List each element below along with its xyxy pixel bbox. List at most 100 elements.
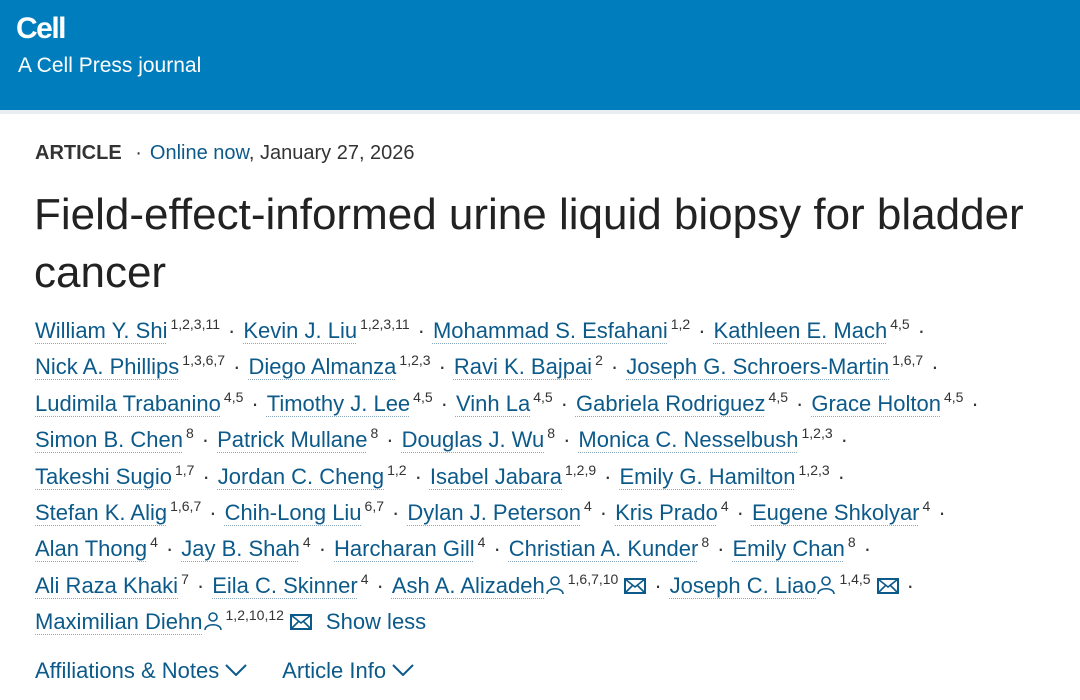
author-link[interactable]: Ravi K. Bajpai [453, 354, 593, 380]
affiliation-numbers[interactable]: 1,6,7,10 [567, 570, 619, 587]
affiliations-notes-toggle[interactable]: Affiliations & Notes [35, 658, 247, 683]
author-link[interactable]: Emily G. Hamilton [619, 463, 796, 489]
author-link[interactable]: Jordan C. Cheng [217, 463, 385, 489]
author-line: Maximilian Diehn 1,2,10,12 Show less [35, 607, 987, 643]
author-link[interactable]: Dylan J. Peterson [407, 499, 581, 525]
author-link[interactable]: Ash A. Alizadeh [391, 572, 545, 598]
online-now-link[interactable]: Online now [149, 142, 249, 164]
author-link[interactable]: William Y. Shi [35, 318, 168, 343]
affiliation-numbers[interactable]: 4 [360, 570, 369, 587]
affiliation-numbers[interactable]: 4,5 [533, 388, 553, 405]
affiliation-numbers[interactable]: 1,2,3,11 [170, 316, 221, 332]
affiliations-label: Affiliations & Notes [35, 658, 220, 683]
author-link[interactable]: Takeshi Sugio [35, 463, 172, 489]
affiliation-numbers[interactable]: 1,3,6,7 [182, 352, 226, 369]
affiliation-numbers[interactable]: 1,6,7 [892, 352, 924, 369]
author-link[interactable]: Ali Raza Khaki [35, 572, 179, 598]
author-link[interactable]: Stefan K. Alig [35, 499, 168, 525]
person-icon[interactable] [203, 611, 223, 637]
author-link[interactable]: Alan Thong [35, 536, 148, 562]
person-icon[interactable] [816, 575, 836, 601]
affiliation-numbers[interactable]: 4,5 [943, 388, 964, 405]
author-link[interactable]: Joseph C. Liao [669, 572, 817, 598]
article-info-toggle[interactable]: Article Info [282, 658, 414, 683]
affiliation-numbers[interactable]: 8 [370, 425, 379, 442]
author-link[interactable]: Harcharan Gill [334, 536, 475, 562]
author-separator: · [698, 318, 706, 343]
affiliation-numbers[interactable]: 4 [150, 534, 158, 551]
affiliation-numbers[interactable]: 4 [583, 497, 592, 514]
author-link[interactable]: Eila C. Skinner [212, 572, 358, 598]
affiliation-numbers[interactable]: 4,5 [413, 388, 433, 405]
affiliation-numbers[interactable]: 6,7 [364, 497, 385, 514]
author-link[interactable]: Ludimila Trabanino [35, 390, 221, 416]
author-link[interactable]: Simon B. Chen [35, 427, 183, 453]
author-link[interactable]: Kevin J. Liu [243, 318, 358, 343]
author-separator: · [228, 318, 236, 343]
affiliation-numbers[interactable]: 4,5 [768, 388, 788, 405]
affiliation-numbers[interactable]: 1,2,3,11 [360, 316, 410, 332]
author-link[interactable]: Jay B. Shah [181, 536, 300, 562]
affiliation-numbers[interactable]: 1,7 [174, 461, 195, 478]
email-icon[interactable] [289, 611, 312, 637]
email-icon[interactable] [624, 575, 647, 601]
affiliation-numbers[interactable]: 4,5 [223, 388, 244, 405]
meta-separator: · [135, 142, 142, 164]
author-separator: · [654, 572, 662, 598]
affiliation-numbers[interactable]: 1,2 [387, 461, 407, 478]
author-link[interactable]: Kris Prado [615, 499, 718, 525]
author-link[interactable]: Eugene Shkolyar [751, 499, 920, 525]
author-link[interactable]: Joseph G. Schroers-Martin [626, 354, 890, 380]
author-separator: · [233, 354, 241, 380]
author-separator: · [165, 536, 174, 562]
author-link[interactable]: Grace Holton [811, 390, 941, 416]
affiliation-numbers[interactable]: 8 [847, 534, 856, 551]
author-separator: · [386, 427, 394, 453]
affiliation-numbers[interactable]: 4,5 [890, 316, 910, 332]
affiliation-numbers[interactable]: 1,6,7 [170, 497, 202, 514]
author-separator: · [796, 390, 804, 416]
affiliation-numbers[interactable]: 8 [547, 425, 556, 442]
author-link[interactable]: Timothy J. Lee [266, 390, 411, 416]
author-link[interactable]: Patrick Mullane [217, 427, 368, 453]
author-link[interactable]: Diego Almanza [248, 354, 397, 380]
affiliation-numbers[interactable]: 1,2 [670, 316, 691, 332]
author-link[interactable]: Christian A. Kunder [508, 536, 699, 562]
affiliation-numbers[interactable]: 1,2,3 [798, 461, 830, 478]
author-link[interactable]: Maximilian Diehn [35, 609, 203, 635]
person-icon[interactable] [545, 575, 565, 601]
show-less-button[interactable]: Show less [325, 609, 427, 635]
author-link[interactable]: Emily Chan [732, 536, 845, 562]
author-link[interactable]: Mohammad S. Esfahani [432, 318, 668, 343]
author-separator: · [414, 463, 422, 489]
affiliation-numbers[interactable]: 1,2,3 [801, 425, 833, 442]
author-separator: · [931, 354, 939, 380]
affiliation-numbers[interactable]: 4 [302, 534, 311, 551]
author-link[interactable]: Isabel Jabara [429, 463, 562, 489]
author-link[interactable]: Monica C. Nesselbush [578, 427, 799, 453]
affiliation-numbers[interactable]: 8 [701, 534, 710, 551]
affiliation-numbers[interactable]: 8 [185, 425, 194, 442]
author-link[interactable]: Nick A. Phillips [35, 354, 180, 380]
journal-logo[interactable]: Cell [16, 12, 67, 45]
affiliation-numbers[interactable]: 1,4,5 [839, 570, 871, 587]
affiliation-numbers[interactable]: 1,2,10,12 [225, 607, 284, 624]
affiliation-numbers[interactable]: 2 [595, 352, 603, 369]
affiliation-numbers[interactable]: 7 [181, 570, 189, 587]
author-link[interactable]: Gabriela Rodriguez [575, 390, 766, 416]
author-link[interactable]: Vinh La [455, 390, 531, 416]
article-meta: ARTICLE · Online now, January 27, 2026 [35, 142, 415, 165]
affiliation-numbers[interactable]: 4 [922, 497, 931, 514]
article-title: Field-effect-informed urine liquid biops… [34, 190, 1024, 297]
affiliation-numbers[interactable]: 1,2,9 [565, 461, 597, 478]
email-icon[interactable] [876, 575, 899, 601]
affiliation-numbers[interactable]: 1,2,3 [399, 352, 431, 369]
author-separator: · [906, 572, 914, 598]
author-separator: · [938, 499, 946, 525]
author-link[interactable]: Chih-Long Liu [224, 499, 362, 525]
author-link[interactable]: Douglas J. Wu [401, 427, 545, 453]
author-link[interactable]: Kathleen E. Mach [713, 318, 888, 343]
affiliation-numbers[interactable]: 4 [477, 534, 486, 551]
author-separator: · [251, 390, 259, 416]
affiliation-numbers[interactable]: 4 [720, 497, 729, 514]
